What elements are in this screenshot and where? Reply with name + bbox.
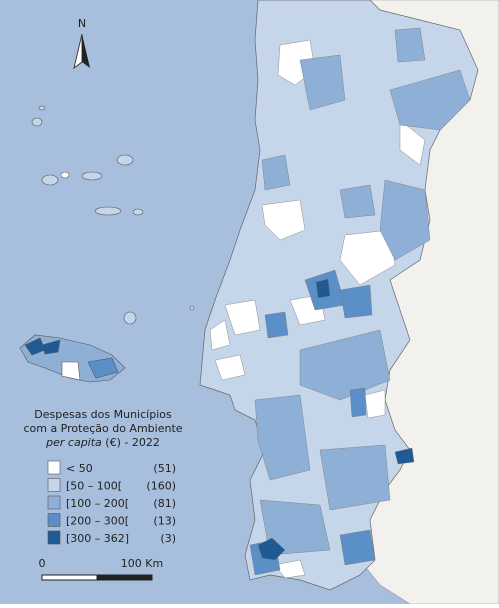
municipality bbox=[209, 319, 231, 351]
municipality bbox=[264, 311, 289, 339]
legend-subtitle-italic: per capita bbox=[45, 436, 102, 449]
municipality bbox=[339, 284, 373, 319]
scale-segment bbox=[41, 574, 98, 581]
municipality bbox=[364, 389, 386, 419]
municipality bbox=[319, 444, 391, 511]
island bbox=[94, 206, 122, 216]
municipality bbox=[261, 199, 306, 241]
legend-count: (81) bbox=[153, 497, 176, 510]
island bbox=[61, 361, 81, 381]
island bbox=[189, 305, 195, 311]
north-arrow-right bbox=[82, 34, 90, 68]
north-arrow: N bbox=[73, 17, 90, 69]
north-label: N bbox=[78, 17, 86, 30]
legend-count: (13) bbox=[153, 515, 176, 528]
scale-segment bbox=[96, 574, 153, 581]
municipality-patches bbox=[209, 27, 471, 579]
municipality bbox=[339, 529, 376, 566]
island bbox=[60, 171, 70, 179]
legend-label: [100 – 200[ bbox=[66, 497, 129, 510]
municipality bbox=[394, 447, 415, 465]
municipality bbox=[274, 559, 306, 579]
municipality bbox=[259, 499, 331, 556]
legend-count: (51) bbox=[153, 462, 176, 475]
legend-count: (160) bbox=[146, 480, 176, 493]
municipality bbox=[339, 184, 376, 219]
legend-swatch bbox=[47, 460, 61, 475]
municipality bbox=[315, 278, 331, 299]
island bbox=[41, 339, 61, 355]
legend-label: [50 – 100[ bbox=[66, 480, 122, 493]
legend-subtitle-rest: (€) - 2022 bbox=[105, 436, 160, 449]
municipality bbox=[261, 154, 291, 191]
legend-title: Despesas dos Municípios bbox=[34, 408, 172, 421]
legend-count: (3) bbox=[160, 532, 176, 545]
legend-swatch bbox=[47, 513, 61, 527]
municipality bbox=[254, 394, 311, 481]
islands bbox=[19, 105, 195, 383]
municipality bbox=[214, 354, 246, 381]
island bbox=[123, 311, 137, 325]
legend-items: < 50 (51) [50 – 100[ (160) [100 – 200[ (81) [2… bbox=[47, 460, 176, 545]
municipality bbox=[299, 54, 346, 111]
legend: Despesas dos Municípios com a Proteção d… bbox=[23, 408, 182, 545]
island bbox=[81, 171, 103, 181]
legend-label: [200 – 300[ bbox=[66, 515, 129, 528]
municipality bbox=[379, 179, 431, 261]
municipality bbox=[389, 69, 471, 131]
legend-title: com a Proteção do Ambiente bbox=[23, 422, 182, 435]
island bbox=[87, 357, 119, 379]
municipality bbox=[349, 387, 367, 418]
legend-subtitle: per capita (€) - 2022 bbox=[45, 436, 160, 449]
legend-swatch bbox=[47, 478, 61, 492]
legend-label: [300 – 362] bbox=[66, 532, 129, 545]
scale-bar: 0 100 Km bbox=[39, 557, 163, 581]
island bbox=[116, 154, 134, 166]
legend-swatch bbox=[47, 495, 61, 510]
municipality bbox=[224, 299, 261, 336]
legend-label: < 50 bbox=[66, 462, 93, 475]
legend-swatch bbox=[47, 530, 61, 545]
municipality bbox=[257, 537, 286, 561]
island bbox=[132, 208, 144, 216]
island bbox=[38, 105, 46, 111]
island bbox=[31, 117, 43, 127]
municipality bbox=[399, 119, 426, 166]
island bbox=[41, 174, 59, 186]
scale-start: 0 bbox=[39, 557, 46, 570]
municipality bbox=[394, 27, 426, 63]
scale-end: 100 Km bbox=[121, 557, 163, 570]
